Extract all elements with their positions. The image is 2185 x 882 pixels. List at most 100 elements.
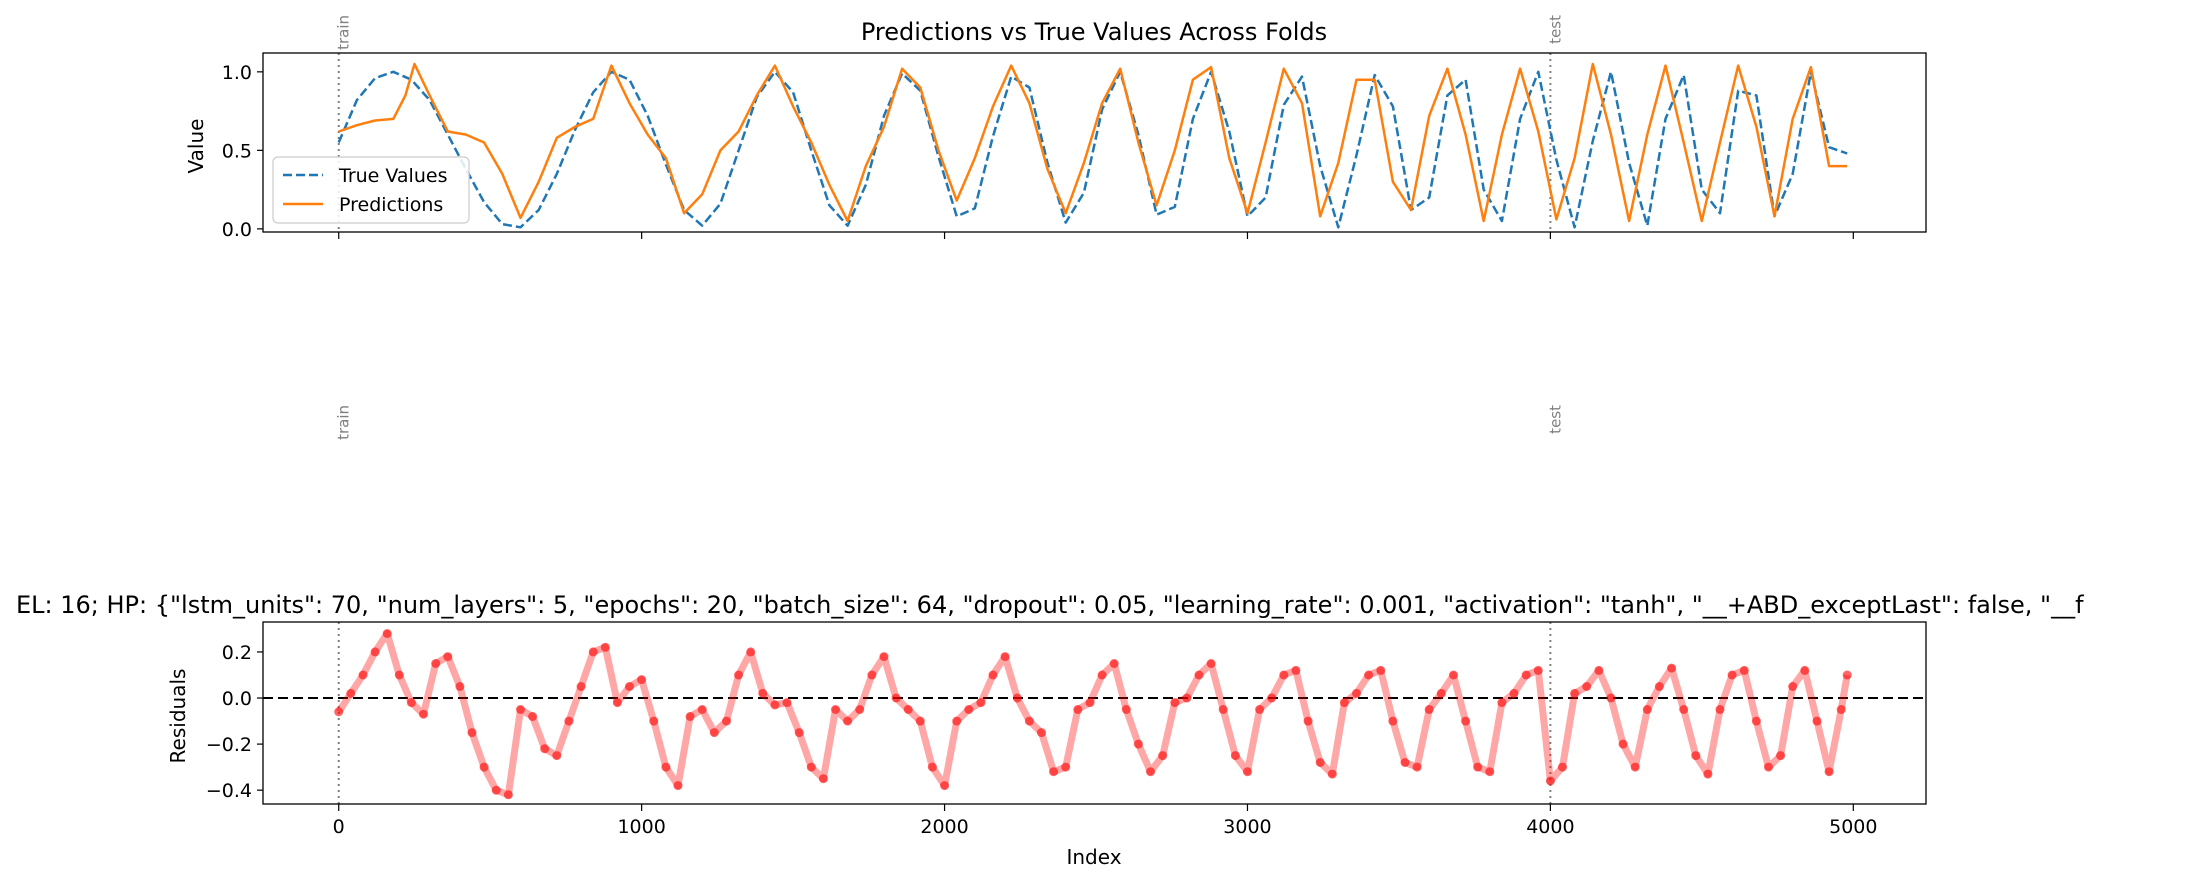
residual-point (709, 728, 719, 738)
residual-point (1376, 665, 1386, 675)
bottom-xtick-label: 1000 (617, 816, 665, 838)
residual-point (1667, 663, 1677, 673)
residual-point (588, 647, 598, 657)
residual-point (1182, 693, 1192, 703)
residual-point (552, 751, 562, 761)
residual-point (1654, 682, 1664, 691)
residual-point (419, 709, 428, 719)
residual-point (1303, 716, 1313, 726)
residual-point (1339, 698, 1349, 708)
bottom-ytick-label: −0.4 (206, 780, 252, 802)
residual-point (1582, 682, 1592, 691)
residual-point (988, 670, 998, 680)
residual-point (1315, 758, 1325, 767)
residual-point (1255, 705, 1265, 714)
top-plot-y-ticks: 0.0 0.5 1.0 (222, 62, 263, 241)
top-plot-x-ticks (338, 232, 1854, 239)
residual-point (1267, 693, 1277, 703)
top-ytick-label: 0.5 (222, 140, 252, 162)
residual-point (746, 647, 756, 657)
residual-point (1133, 739, 1143, 749)
residual-point (1727, 670, 1737, 680)
residual-point (1788, 682, 1798, 691)
residual-point (818, 774, 828, 784)
residual-point (1194, 670, 1204, 680)
residual-point (1842, 670, 1852, 680)
residual-point (1594, 665, 1604, 675)
residual-point (1000, 652, 1010, 662)
legend: True Values Predictions (272, 156, 470, 224)
residual-trace (335, 630, 1851, 799)
residual-point (1279, 670, 1289, 680)
residual-point (976, 698, 986, 708)
residual-point (1097, 670, 1107, 680)
residual-point (1327, 769, 1337, 779)
residual-point (358, 670, 368, 680)
residual-point (431, 659, 441, 668)
residual-point (1218, 705, 1228, 714)
residual-point (1109, 659, 1119, 668)
residual-point (1024, 716, 1034, 726)
bottom-plot-frame (262, 621, 1927, 805)
residual-point (564, 716, 574, 726)
residual-point (1400, 758, 1410, 767)
residual-point (843, 716, 853, 726)
bottom-xtick-label: 5000 (1829, 816, 1877, 838)
residual-point (382, 629, 392, 638)
residual-point (1388, 716, 1398, 726)
residual-point (867, 670, 877, 680)
residual-point (1473, 762, 1483, 772)
legend-box (272, 156, 470, 224)
residual-point (1824, 767, 1834, 777)
bottom-ytick-label: 0.2 (222, 642, 252, 664)
top-plot-series (337, 62, 1848, 229)
residual-point (528, 712, 538, 721)
residual-point (1836, 705, 1846, 714)
residual-point (346, 688, 356, 698)
residual-point (516, 705, 525, 714)
residual-point (1521, 670, 1531, 680)
residual-point (770, 700, 780, 710)
residual-point (685, 712, 695, 721)
residual-point (1570, 688, 1580, 698)
residual-point (334, 707, 344, 717)
residual-point (794, 728, 804, 738)
residual-point (1121, 705, 1131, 714)
residual-point (1291, 665, 1301, 675)
residual-point (964, 705, 974, 714)
top-ytick-label: 0.0 (222, 219, 252, 241)
residual-point (1618, 739, 1628, 749)
fold-marker-label-test: test (1546, 15, 1564, 44)
residual-point (1533, 665, 1543, 675)
residual-point (1206, 659, 1216, 668)
residual-point (927, 762, 937, 772)
middle-fold-label-train: train (335, 405, 353, 440)
residual-point (734, 670, 744, 680)
residual-point (1715, 705, 1725, 714)
residual-point (625, 682, 634, 691)
residual-point (576, 682, 586, 691)
residual-point (1764, 762, 1773, 772)
residual-point (1364, 670, 1374, 680)
residual-point (891, 693, 901, 703)
residual-point (1497, 698, 1507, 708)
series-line-true-values (337, 70, 1848, 229)
bottom-plot-y-ticks: −0.4 −0.2 0.0 0.2 (206, 642, 263, 802)
residual-point (455, 682, 465, 691)
residual-point (1012, 693, 1022, 703)
residual-point (1412, 762, 1422, 772)
bottom-plot-x-ticks: 0 1000 2000 3000 4000 5000 (333, 804, 1877, 838)
residual-point (1545, 776, 1555, 786)
residual-point (1679, 705, 1689, 714)
legend-label-predictions: Predictions (339, 194, 443, 216)
residual-point (1485, 767, 1495, 777)
residual-point (831, 705, 840, 714)
residual-point (1776, 751, 1786, 761)
residual-point (1606, 693, 1616, 703)
bottom-ytick-label: 0.0 (222, 688, 252, 710)
residual-point (1352, 688, 1361, 698)
residual-point (940, 781, 950, 791)
residual-point (1424, 705, 1434, 714)
top-plot-fold-markers: train test (335, 15, 1564, 232)
